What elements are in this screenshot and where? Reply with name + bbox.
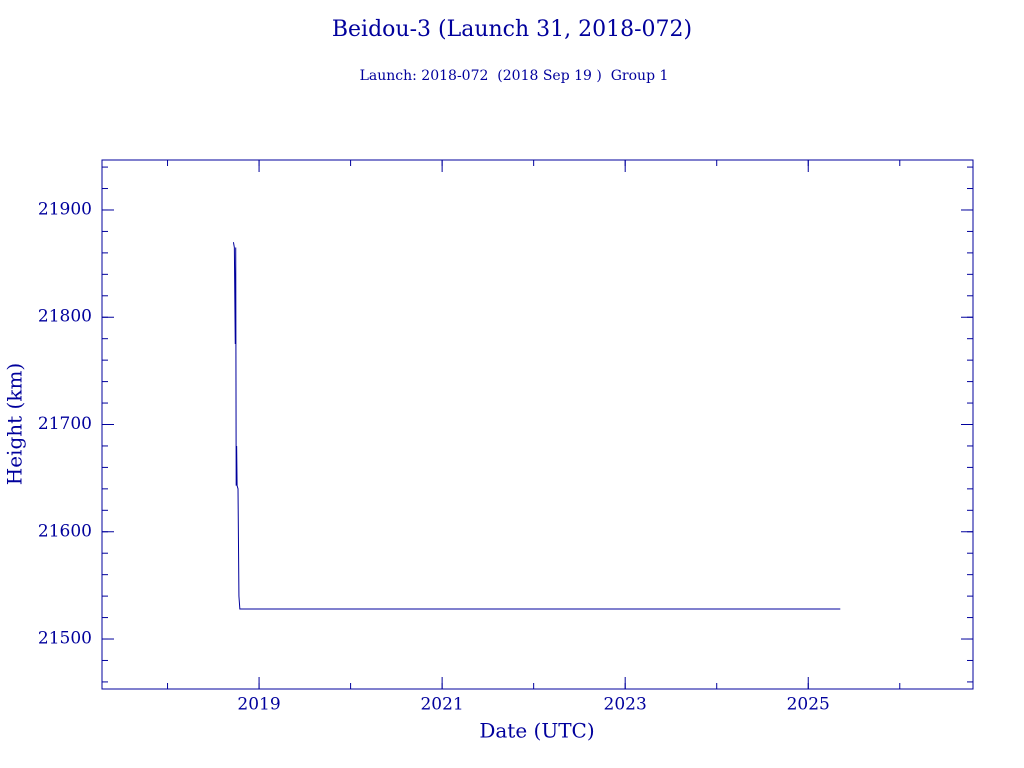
y-tick-label: 21600	[38, 521, 92, 541]
y-tick-label: 21700	[38, 414, 92, 434]
data-line	[232, 242, 841, 610]
chart-subtitle: Launch: 2018-072 (2018 Sep 19 ) Group 1	[360, 68, 669, 84]
plot-frame	[101, 159, 974, 690]
chart-title: Beidou-3 (Launch 31, 2018-072)	[332, 17, 692, 42]
y-tick-label: 21900	[38, 199, 92, 219]
x-tick-label: 2021	[420, 695, 463, 715]
y-tick-label: 21800	[38, 307, 92, 327]
y-axis-label: Height (km)	[3, 363, 27, 485]
x-axis-label: Date (UTC)	[479, 719, 594, 743]
x-tick-label: 2019	[237, 695, 280, 715]
y-tick-label: 21500	[38, 629, 92, 649]
x-tick-label: 2023	[604, 695, 647, 715]
x-tick-label: 2025	[787, 695, 830, 715]
